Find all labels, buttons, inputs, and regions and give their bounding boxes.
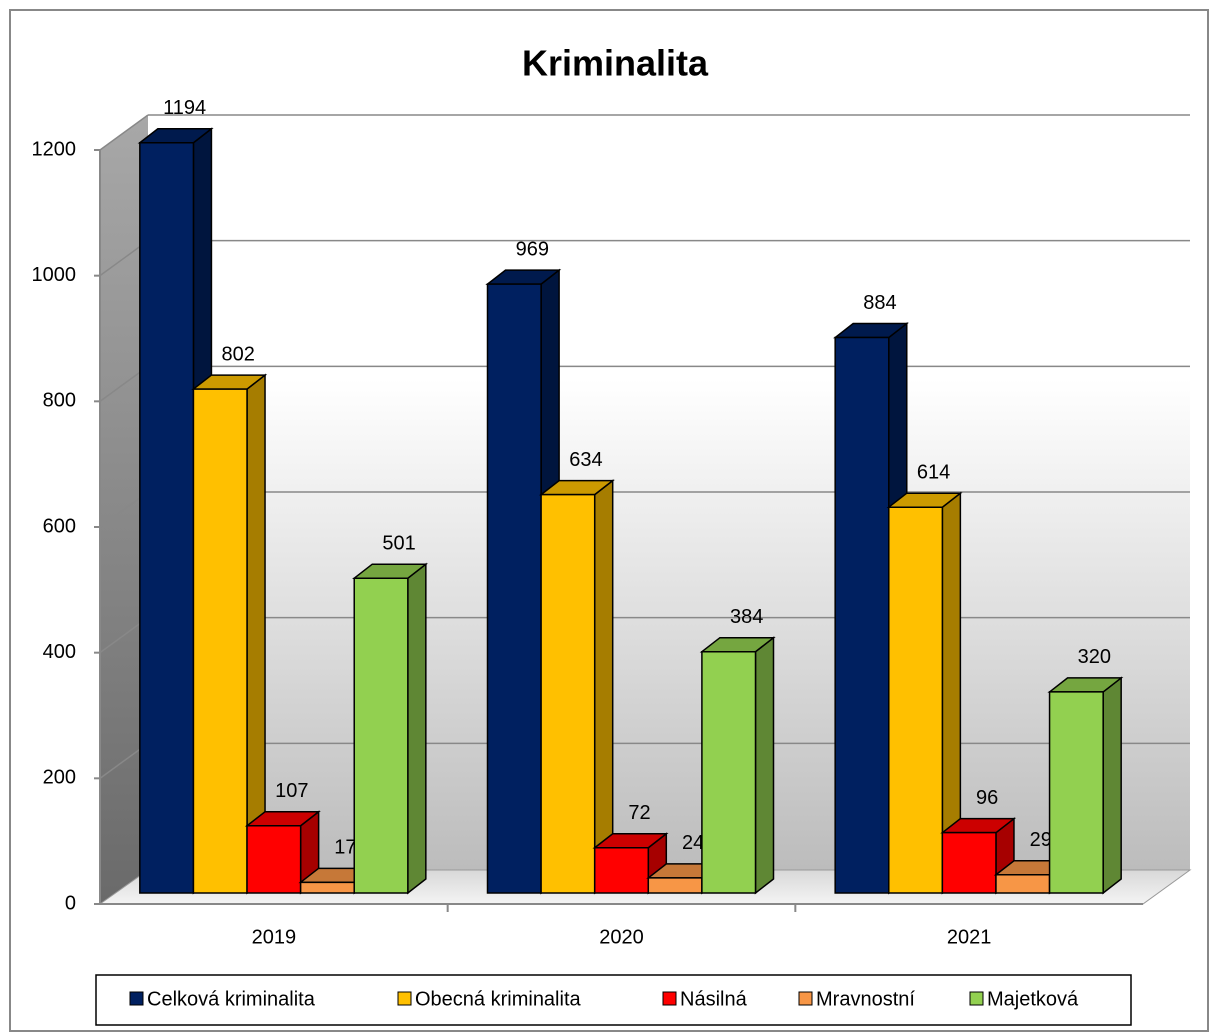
data-label: 96 <box>976 787 998 809</box>
bar-face <box>192 388 248 894</box>
data-label: 384 <box>730 606 763 628</box>
legend-label: Obecná kriminalita <box>415 988 582 1010</box>
y-tick-label: 400 <box>43 641 76 663</box>
data-label: 24 <box>682 832 704 854</box>
bar-face <box>701 650 757 894</box>
data-label: 501 <box>382 532 415 554</box>
bar-face <box>1048 691 1104 894</box>
legend-label: Majetková <box>987 988 1079 1010</box>
bar-face <box>486 283 542 894</box>
bar-face <box>540 493 596 894</box>
x-tick-label: 2020 <box>599 926 644 948</box>
legend-swatch <box>662 991 677 1006</box>
data-label: 969 <box>516 238 549 260</box>
chart-title: Kriminalita <box>522 43 709 84</box>
y-tick-label: 1200 <box>32 138 77 160</box>
bar-face <box>246 825 302 894</box>
y-tick-label: 0 <box>65 892 76 914</box>
y-tick-label: 1000 <box>32 264 77 286</box>
bar-face <box>139 142 195 894</box>
legend-swatch <box>969 991 984 1006</box>
bar <box>191 373 268 895</box>
bar <box>352 562 429 895</box>
data-label: 17 <box>334 837 356 859</box>
legend-label: Násilná <box>680 988 748 1010</box>
data-label: 107 <box>275 780 308 802</box>
bar-face <box>299 881 355 894</box>
bar <box>538 479 615 895</box>
data-label: 614 <box>917 461 950 483</box>
bar <box>699 636 776 895</box>
bar-face <box>407 562 427 895</box>
bar-face <box>593 479 614 895</box>
bar-face <box>754 636 775 895</box>
data-label: 884 <box>863 292 896 314</box>
bar-face <box>888 506 944 894</box>
data-label: 29 <box>1030 829 1052 851</box>
bar-face <box>1102 676 1122 895</box>
bar-face <box>995 874 1051 894</box>
y-tick-label: 200 <box>43 767 76 789</box>
data-label: 320 <box>1078 646 1111 668</box>
bar <box>1047 676 1124 895</box>
bar-face <box>834 336 890 894</box>
data-label: 802 <box>222 343 255 365</box>
x-tick-label: 2019 <box>252 926 297 948</box>
bar-face <box>941 831 997 894</box>
y-tick-label: 800 <box>43 390 76 412</box>
data-label: 1194 <box>163 97 206 119</box>
bar <box>886 491 963 895</box>
legend-label: Celková kriminalita <box>147 988 316 1010</box>
x-tick-label: 2021 <box>947 926 992 948</box>
grid-line <box>99 114 149 151</box>
y-tick-label: 600 <box>43 515 76 537</box>
legend-swatch <box>798 991 813 1006</box>
bar-face <box>353 577 409 894</box>
data-label: 72 <box>628 802 650 824</box>
legend-swatch <box>397 991 412 1006</box>
legend <box>95 974 1132 1026</box>
legend-swatch <box>129 991 144 1006</box>
legend-label: Mravnostní <box>816 988 915 1010</box>
bar-face <box>593 847 650 894</box>
bar-face <box>647 877 703 894</box>
bar <box>244 810 321 895</box>
data-label: 634 <box>569 449 602 471</box>
